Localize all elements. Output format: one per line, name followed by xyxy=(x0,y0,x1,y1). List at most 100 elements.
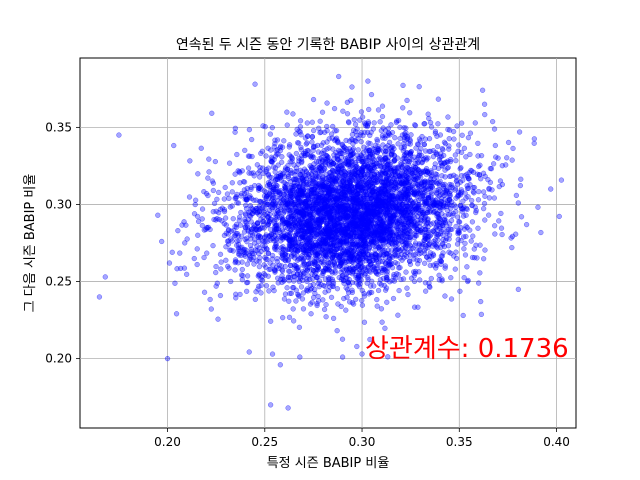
scatter-point xyxy=(459,132,465,138)
scatter-point xyxy=(462,190,468,196)
scatter-point xyxy=(258,248,264,255)
scatter-point xyxy=(296,324,303,331)
scatter-point xyxy=(423,243,429,249)
scatter-point xyxy=(365,263,372,270)
scatter-point xyxy=(358,139,364,145)
scatter-point xyxy=(279,273,285,279)
scatter-point xyxy=(513,192,520,199)
scatter-point xyxy=(258,209,265,215)
scatter-point xyxy=(246,127,253,133)
scatter-point xyxy=(388,183,394,189)
scatter-point xyxy=(317,118,323,124)
scatter-point xyxy=(213,263,219,270)
scatter-point xyxy=(366,106,372,113)
scatter-point xyxy=(354,234,360,240)
scatter-point xyxy=(469,219,476,225)
scatter-point xyxy=(364,191,371,198)
scatter-point xyxy=(358,109,365,115)
scatter-point xyxy=(379,132,386,139)
scatter-point xyxy=(406,175,412,181)
scatter-point xyxy=(214,196,220,203)
scatter-point xyxy=(440,203,446,209)
scatter-point xyxy=(311,227,318,233)
scatter-point xyxy=(485,212,492,218)
plot-frame xyxy=(79,57,577,429)
scatter-point xyxy=(334,199,341,205)
scatter-point xyxy=(435,96,442,102)
scatter-point xyxy=(423,187,429,194)
scatter-point xyxy=(256,264,263,270)
scatter-point xyxy=(448,217,455,224)
scatter-point xyxy=(444,165,451,171)
scatter-point xyxy=(352,121,359,127)
scatter-point xyxy=(238,233,245,239)
scatter-point xyxy=(247,242,254,249)
scatter-point xyxy=(311,127,317,134)
scatter-point xyxy=(334,328,340,334)
scatter-point xyxy=(290,306,296,312)
scatter-point xyxy=(374,228,380,235)
scatter-point xyxy=(320,297,326,303)
scatter-point xyxy=(361,293,368,299)
scatter-point xyxy=(402,241,408,247)
scatter-point xyxy=(272,165,279,171)
scatter-point xyxy=(264,238,270,245)
scatter-point xyxy=(211,216,217,223)
scatter-point xyxy=(279,154,285,160)
scatter-point xyxy=(478,311,485,318)
scatter-point xyxy=(400,156,406,162)
scatter-point xyxy=(327,191,334,198)
scatter-point xyxy=(398,180,405,186)
scatter-point xyxy=(470,233,476,239)
scatter-point xyxy=(263,166,269,173)
scatter-point xyxy=(503,162,509,168)
scatter-point xyxy=(237,170,243,176)
scatter-point xyxy=(411,190,418,196)
scatter-point xyxy=(317,155,323,162)
scatter-point xyxy=(293,193,299,199)
scatter-point xyxy=(280,246,287,252)
scatter-point xyxy=(329,225,335,231)
scatter-point xyxy=(298,144,304,151)
scatter-point xyxy=(256,174,263,180)
scatter-point xyxy=(421,260,428,266)
scatter-point xyxy=(368,239,375,245)
scatter-point xyxy=(496,183,502,190)
scatter-point xyxy=(399,202,405,208)
scatter-point xyxy=(409,170,415,176)
scatter-point xyxy=(297,187,304,194)
scatter-point xyxy=(492,142,499,149)
scatter-point xyxy=(475,140,481,147)
scatter-point xyxy=(523,221,530,228)
scatter-point xyxy=(333,246,339,252)
scatter-point xyxy=(224,191,231,197)
scatter-point xyxy=(325,280,332,287)
scatter-point xyxy=(435,121,441,127)
scatter-point xyxy=(228,278,234,285)
scatter-point xyxy=(229,180,235,186)
scatter-point xyxy=(287,290,293,297)
scatter-point xyxy=(264,256,270,263)
scatter-point xyxy=(228,236,234,242)
scatter-point xyxy=(406,258,413,264)
scatter-point xyxy=(298,284,305,290)
scatter-point xyxy=(444,229,450,235)
scatter-point xyxy=(309,139,315,145)
scatter-point xyxy=(411,231,418,237)
scatter-point xyxy=(285,219,292,226)
scatter-point xyxy=(374,303,380,309)
scatter-point xyxy=(351,117,357,123)
scatter-point xyxy=(350,145,357,152)
scatter-point xyxy=(194,246,200,252)
scatter-point xyxy=(263,283,270,289)
scatter-point xyxy=(378,209,385,215)
scatter-point xyxy=(330,197,336,203)
scatter-point xyxy=(439,146,446,152)
scatter-point xyxy=(326,136,332,142)
scatter-point xyxy=(288,215,295,221)
scatter-point xyxy=(242,147,248,154)
scatter-point xyxy=(244,261,250,267)
scatter-point xyxy=(427,119,434,126)
scatter-point xyxy=(300,306,307,312)
scatter-point xyxy=(331,218,337,224)
